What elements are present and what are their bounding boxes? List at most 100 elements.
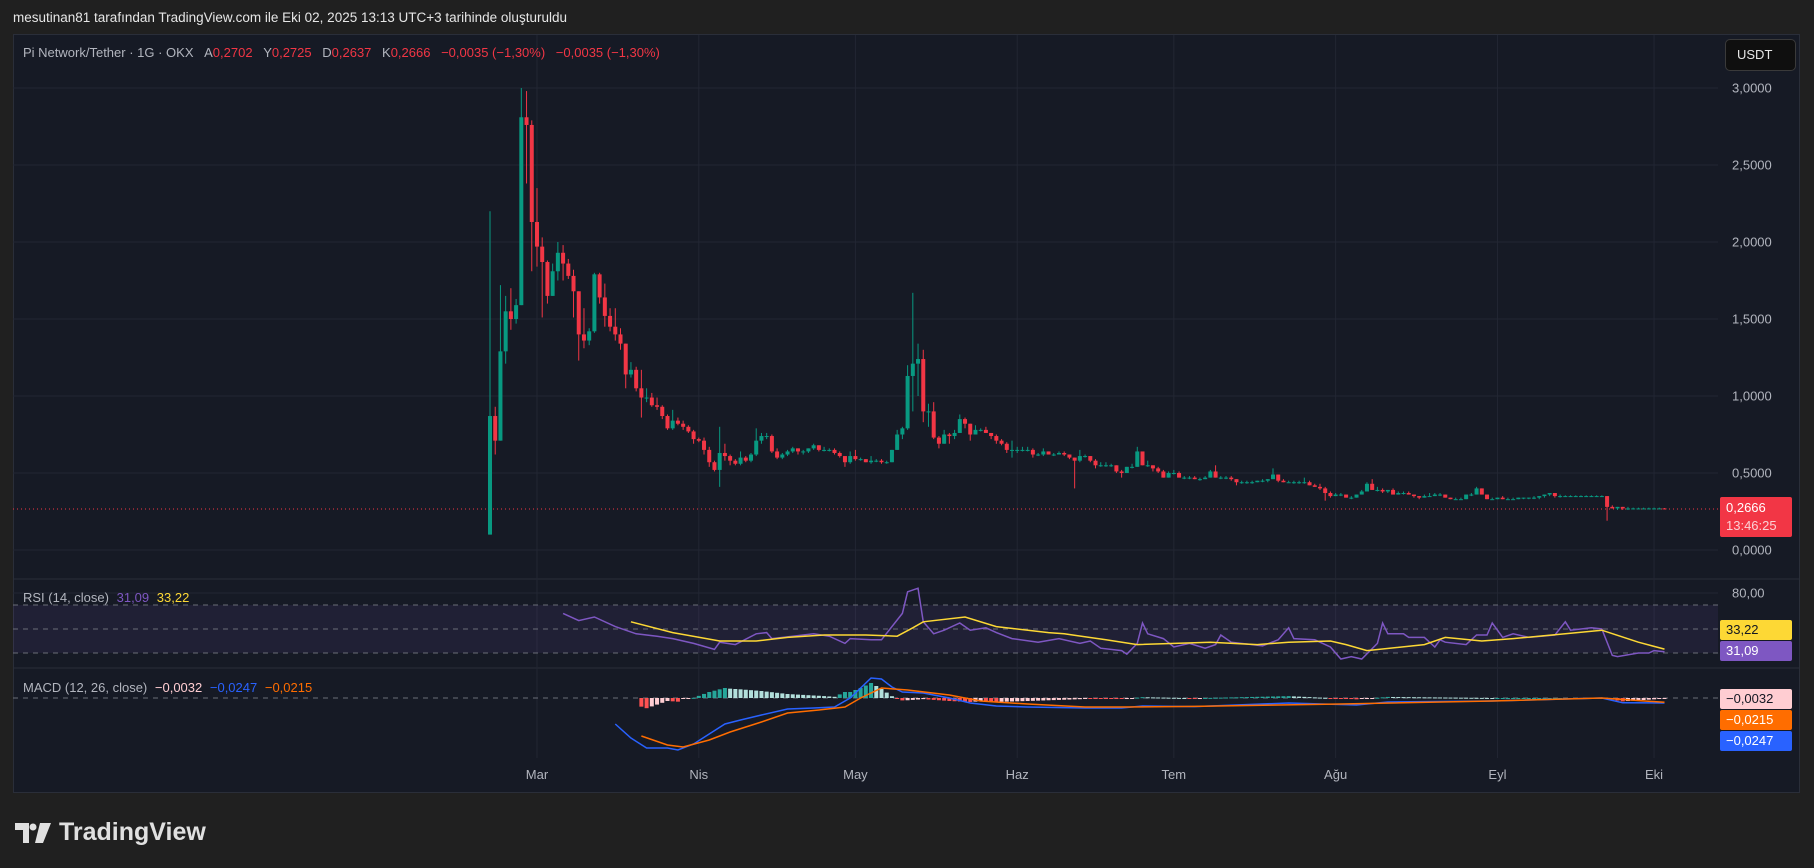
macd-histogram-bar: [916, 698, 921, 700]
candle: [613, 308, 618, 341]
candle: [1130, 463, 1135, 469]
candle: [1505, 497, 1510, 501]
candle: [832, 448, 837, 455]
rsi-legend[interactable]: RSI (14, close) 31,09 33,22: [23, 590, 189, 605]
macd-histogram-bar: [1276, 696, 1281, 698]
candle: [895, 429, 900, 450]
macd-histogram-bar: [1636, 698, 1641, 701]
candle-body: [1046, 451, 1051, 455]
macd-histogram-bar: [1124, 698, 1129, 699]
candle: [837, 451, 842, 458]
open-label: A: [204, 45, 213, 60]
candle: [681, 420, 686, 430]
candle-body: [905, 375, 910, 429]
macd-histogram-bar: [644, 698, 649, 709]
macd-histogram-bar: [1505, 698, 1510, 699]
last-price-value: 0,2666: [1726, 500, 1766, 515]
macd-histogram-bar: [764, 691, 769, 698]
macd-histogram-bar: [1145, 697, 1150, 699]
candle: [795, 448, 800, 455]
macd-histogram-bar: [775, 692, 780, 698]
candle-body: [675, 420, 680, 424]
candle-body: [1380, 489, 1385, 492]
candle: [1558, 494, 1563, 498]
candle-body: [1218, 477, 1223, 479]
candle-body: [1516, 497, 1521, 500]
candle-body: [1417, 496, 1422, 498]
macd-histogram-bar: [1662, 698, 1667, 699]
candle: [1453, 497, 1458, 501]
macd-histogram-bar: [905, 698, 910, 701]
candle: [1109, 463, 1114, 467]
candle-body: [1662, 508, 1667, 510]
candle-body: [1511, 499, 1516, 501]
candle-body: [1458, 499, 1463, 501]
candle-body: [947, 434, 952, 437]
candle: [634, 366, 639, 392]
candle: [519, 88, 524, 306]
candle-body: [738, 457, 743, 464]
candle: [968, 423, 973, 441]
macd-histogram-bar: [1161, 697, 1166, 699]
candle-body: [555, 252, 560, 272]
candle: [1224, 476, 1229, 480]
candle: [978, 428, 983, 432]
candle-body: [983, 429, 988, 433]
macd-histogram-bar: [1417, 697, 1422, 699]
low-label: D: [322, 45, 332, 60]
candle: [1124, 466, 1129, 473]
candle-body: [1150, 465, 1155, 469]
macd-histogram-bar: [1004, 698, 1009, 702]
candle: [1396, 491, 1401, 495]
symbol-name[interactable]: Pi Network/Tether · 1G · OKX: [23, 45, 194, 60]
candle: [1197, 477, 1202, 481]
macd-histogram-bar: [675, 698, 680, 702]
candle-body: [722, 452, 727, 457]
macd-histogram-bar: [691, 697, 696, 699]
candle: [874, 459, 879, 463]
candle-body: [571, 275, 576, 292]
candle-body: [811, 445, 816, 449]
low-value: 0,2637: [331, 45, 372, 60]
price-axis-label: 0,5000: [1732, 465, 1772, 481]
time-axis-label: Tem: [1161, 767, 1187, 782]
candle: [675, 417, 680, 426]
candle: [1568, 495, 1573, 498]
macd-histogram-bar: [874, 686, 879, 698]
currency-button[interactable]: USDT: [1725, 39, 1796, 71]
candle-body: [1036, 454, 1041, 456]
tradingview-brand: TradingView: [59, 818, 206, 846]
candle: [889, 449, 894, 463]
candle-body: [1641, 508, 1646, 510]
symbol-legend: Pi Network/Tether · 1G · OKX A0,2702 Y0,…: [23, 45, 660, 60]
candle-body: [1370, 483, 1375, 490]
macd-legend[interactable]: MACD (12, 26, close) −0,0032 −0,0247 −0,…: [23, 680, 312, 695]
time-axis-label: May: [843, 767, 868, 782]
tradingview-logo[interactable]: TradingView: [15, 818, 206, 847]
candle: [1140, 451, 1145, 466]
macd-histogram-bar: [1056, 698, 1061, 700]
macd-histogram-bar: [963, 698, 968, 702]
candle-body: [665, 416, 670, 429]
rsi-value: 31,09: [116, 590, 150, 605]
candle-body: [1333, 494, 1338, 497]
candle: [1046, 451, 1051, 455]
candle: [1652, 507, 1657, 510]
macd-histogram-bar: [1359, 698, 1364, 699]
macd-histogram-bar: [1364, 698, 1369, 699]
macd-histogram-bar: [785, 694, 790, 698]
candle: [1067, 454, 1072, 460]
candle-body: [628, 369, 633, 375]
macd-histogram-bar: [1255, 696, 1260, 698]
candle: [581, 308, 586, 349]
macd-histogram-bar: [1391, 696, 1396, 698]
candle-body: [1594, 496, 1599, 498]
candle-body: [1344, 494, 1349, 498]
candle-body: [681, 423, 686, 427]
candle: [842, 456, 847, 467]
macd-histogram-bar: [1098, 698, 1103, 699]
macd-histogram-bar: [1432, 697, 1437, 699]
candle: [1532, 496, 1536, 500]
close-label: K: [382, 45, 391, 60]
